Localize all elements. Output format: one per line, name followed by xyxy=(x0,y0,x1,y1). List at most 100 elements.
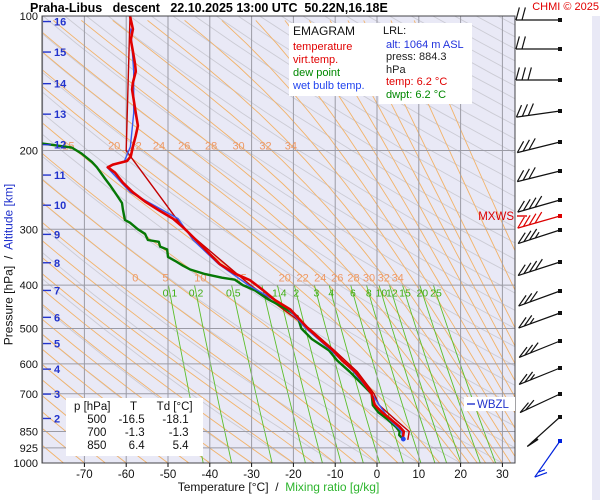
table-header: p [hPa] T Td [°C] xyxy=(70,401,197,414)
wind-barb xyxy=(517,195,562,213)
dry-adiabat-line xyxy=(410,16,515,74)
mixing-ratio-label: 0.2 xyxy=(189,288,204,300)
lrl-title: LRL: xyxy=(383,25,407,37)
wind-barb-station-dot xyxy=(558,198,562,202)
wind-barb xyxy=(516,167,562,183)
moist-adiabat-label: 28 xyxy=(347,273,359,285)
wind-barb-station-dot xyxy=(558,140,562,144)
wind-barb-station-dot xyxy=(558,47,562,51)
wind-barb-staff xyxy=(517,229,561,245)
mixing-ratio-line xyxy=(350,284,404,463)
wind-barb-tick-full xyxy=(516,169,525,182)
wind-barb-tick-full xyxy=(524,344,534,356)
wind-barb-tick-full xyxy=(522,168,530,181)
moist-adiabat-label: 20 xyxy=(279,273,291,285)
moist-adiabat-label: 24 xyxy=(153,141,165,153)
altitude-tick-label: 3 xyxy=(54,389,60,401)
wbzl-label: WBZL xyxy=(477,399,510,411)
altitude-tick-label: 6 xyxy=(54,312,60,324)
altitude-tick-label: 10 xyxy=(54,200,66,212)
pressure-tick-label: 400 xyxy=(20,280,38,292)
altitude-tick-label: 7 xyxy=(54,285,60,297)
altitude-tick-label: 9 xyxy=(54,229,60,241)
moist-adiabat-line xyxy=(42,379,148,463)
temperature-tick-label: 0 xyxy=(374,469,380,481)
moist-adiabat-line xyxy=(42,239,336,463)
pressure-tick-label: 925 xyxy=(20,443,38,455)
moist-adiabat-line xyxy=(42,178,399,463)
altitude-tick-label: 14 xyxy=(54,79,67,91)
wind-barb-tick-full xyxy=(515,36,520,50)
table-cell: 5.4 xyxy=(172,440,189,452)
pressure-tick-label: 700 xyxy=(20,389,38,401)
wind-barb-tick-full xyxy=(523,230,532,243)
wind-barb-tick-full xyxy=(524,371,534,383)
mxws-label: MXWS xyxy=(478,211,514,223)
mixing-ratio-line xyxy=(231,285,273,463)
moist-adiabat-label: 22 xyxy=(297,273,309,285)
wind-barb-tick-full xyxy=(534,211,543,224)
moist-adiabat-label: 5 xyxy=(162,273,168,285)
wind-barb-staff xyxy=(518,312,561,329)
wind-barb-station-dot xyxy=(558,439,562,443)
moist-adiabat-label: 26 xyxy=(331,273,343,285)
table-header-cell: Td [°C] xyxy=(156,401,193,413)
wind-barb xyxy=(516,138,562,154)
moist-adiabat-line xyxy=(42,318,231,463)
wind-barb xyxy=(515,36,562,51)
lrl-box: LRL: alt: 1064 m ASL press: 884.3 hPa temp… xyxy=(379,23,472,104)
lrl-line: dwpt: 6.2 °C xyxy=(386,88,447,101)
wind-barb-staff xyxy=(534,440,561,478)
wind-barb-tick-full xyxy=(528,138,536,151)
plot-border xyxy=(41,15,516,464)
wind-barb-tick-full xyxy=(534,195,543,208)
wind-barb-tick-full xyxy=(515,7,520,21)
y-axis-title-altitude: Altitude [km] xyxy=(1,183,16,250)
page-title: Praha-Libus descent 22.10.2025 13:00 UTC… xyxy=(30,1,388,15)
moist-adiabat-label: 30 xyxy=(363,273,375,285)
legend-title: EMAGRAM xyxy=(293,24,356,38)
grid-lines xyxy=(42,16,515,463)
wind-barb-tick-full xyxy=(528,213,537,226)
temperature-curve xyxy=(106,16,406,441)
pressure-tick-label: 200 xyxy=(20,146,38,158)
wind-barb xyxy=(517,211,562,229)
wind-barb-tick-half xyxy=(529,317,535,325)
moist-adiabat-line xyxy=(42,31,487,463)
mixing-ratio-line xyxy=(261,284,306,463)
wind-barb xyxy=(518,289,562,307)
dew-point-curve xyxy=(42,142,405,441)
pressure-tick-label: 300 xyxy=(20,224,38,236)
pressure-tick-label: 500 xyxy=(20,323,38,335)
moist-adiabat-label: 20 xyxy=(108,141,120,153)
mixing-ratio-label: 4 xyxy=(328,288,334,300)
mixing-ratio-line xyxy=(293,284,342,463)
wind-barb-station-dot xyxy=(558,214,562,218)
moist-adiabat-line xyxy=(42,303,252,463)
wind-barb-station-dot xyxy=(558,311,562,315)
altitude-tick-label: 11 xyxy=(54,170,66,182)
wind-barb-tick-full xyxy=(523,262,532,275)
wind-barb-staff xyxy=(517,199,561,213)
wind-barb-tick-full xyxy=(521,7,526,21)
temperature-tick-label: -70 xyxy=(76,469,93,481)
temperature-tick-label: -40 xyxy=(201,469,218,481)
dry-adiabat-line xyxy=(42,16,515,330)
mixing-ratio-label: 10 xyxy=(376,288,388,300)
wind-barb xyxy=(518,366,562,386)
wind-barb-tick-full xyxy=(522,215,531,227)
moist-adiabat-line xyxy=(81,20,503,463)
dry-adiabat-line xyxy=(107,16,515,277)
temperature-tick-label: 10 xyxy=(412,469,425,481)
moist-adiabat-line xyxy=(184,20,515,444)
wind-barb xyxy=(534,439,562,478)
dry-adiabat-line xyxy=(193,16,515,213)
moist-adiabat-label: 30 xyxy=(232,141,244,153)
moist-adiabat-line xyxy=(42,50,478,463)
mixing-ratio-lines xyxy=(167,284,497,463)
wind-barb-tick-full xyxy=(517,200,525,213)
wind-barb-station-dot xyxy=(558,392,562,396)
sounding-table: p [hPa] T Td [°C] 500 -16.5 -18.1 700 -1.3 -1.3… xyxy=(66,398,203,456)
table-cell: 500 xyxy=(87,414,107,426)
